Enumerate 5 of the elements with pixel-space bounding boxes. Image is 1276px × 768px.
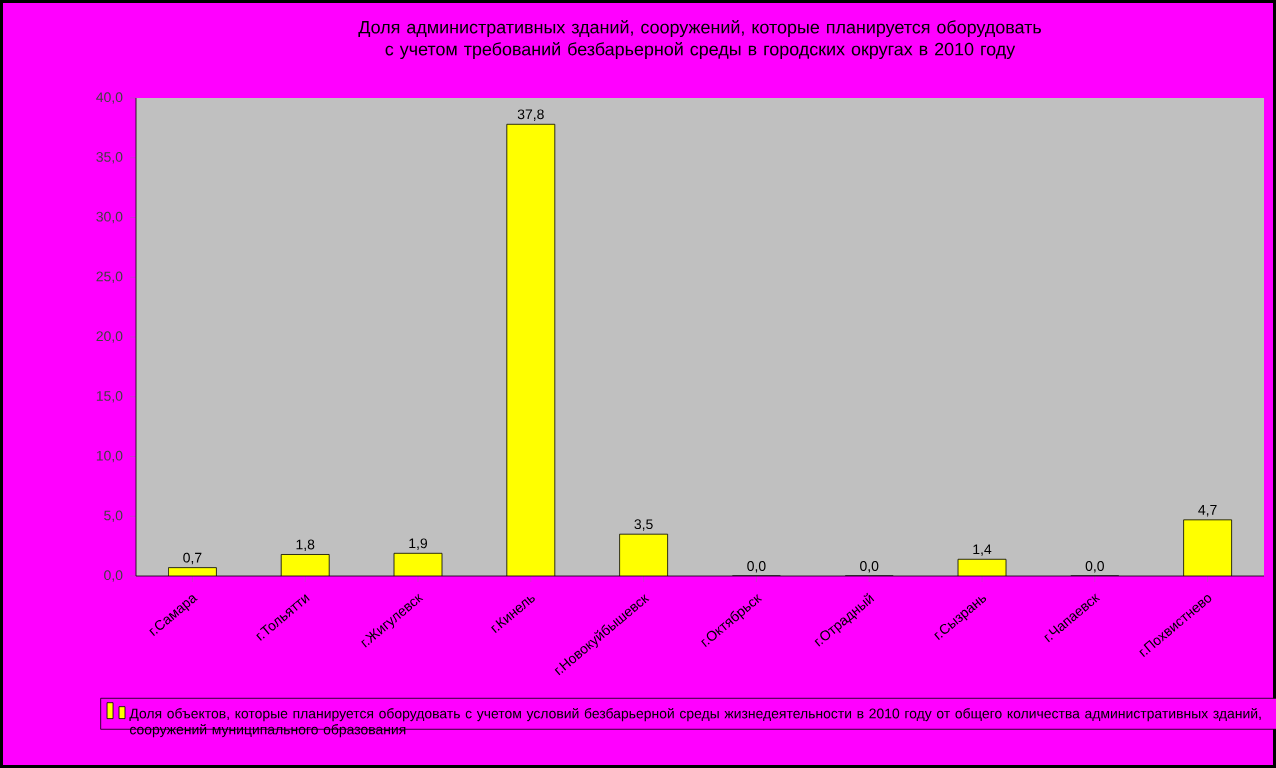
bar <box>506 124 555 576</box>
bar <box>619 534 668 576</box>
chart-title: Доля административных зданий, сооружений, которые планируется оборудовать с учетом требований безбарьерной среды в городских округах в 2010 году <box>358 20 1041 59</box>
bar <box>281 554 330 576</box>
bar <box>1183 519 1233 576</box>
